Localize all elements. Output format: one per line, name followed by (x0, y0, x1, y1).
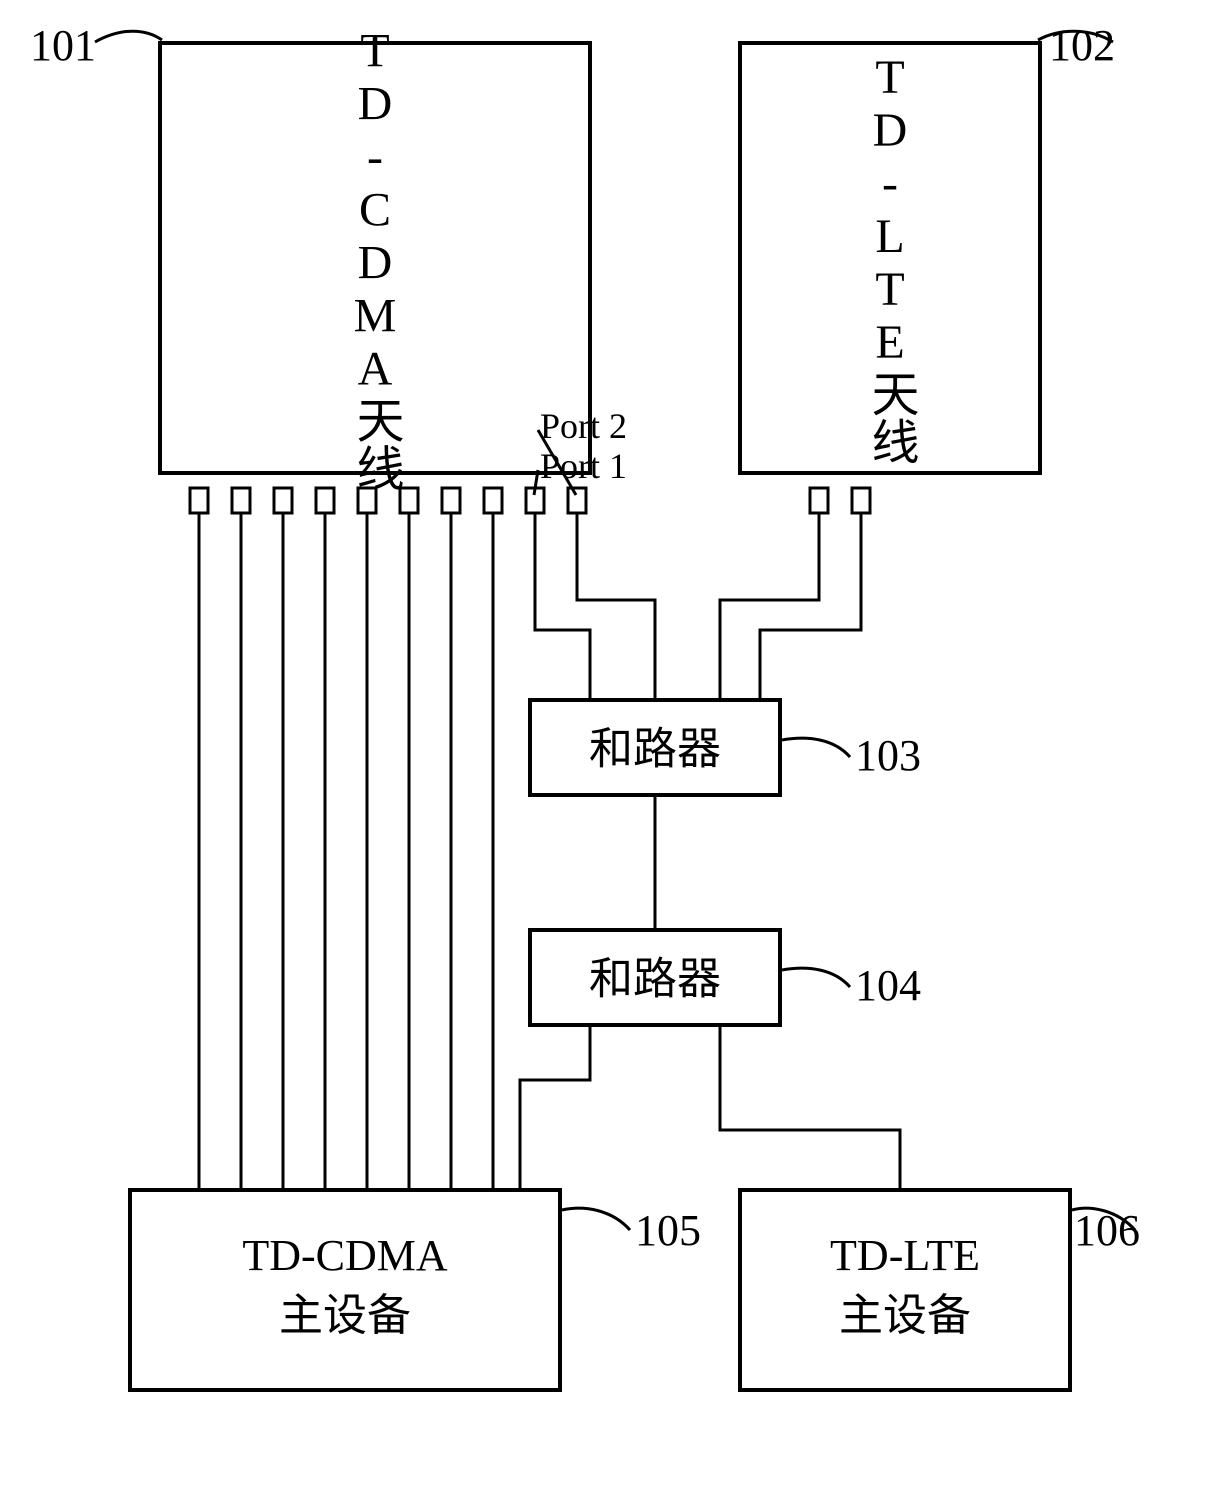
ref-102: 102 (1049, 21, 1115, 70)
main-cdma-label-0: TD-CDMA (242, 1231, 448, 1280)
antenna-cdma-port-10 (568, 488, 586, 513)
antenna-lte-label: TD-LTE天线 (864, 51, 918, 465)
ref-101: 101 (30, 21, 96, 70)
ref-105: 105 (635, 1206, 701, 1255)
antenna-cdma-port-8 (484, 488, 502, 513)
ref-103: 103 (855, 731, 921, 780)
antenna-cdma-port-6 (400, 488, 418, 513)
antenna-cdma-port-1 (190, 488, 208, 513)
main-cdma (130, 1190, 560, 1390)
port1-label: Port 1 (540, 446, 627, 486)
combiner-top-label: 和路器 (589, 725, 721, 774)
ref-106: 106 (1074, 1206, 1140, 1255)
main-lte-label-0: TD-LTE (830, 1231, 980, 1280)
antenna-cdma-label: TD-CDMA天线 (349, 25, 403, 492)
antenna-cdma-port-4 (316, 488, 334, 513)
main-lte-label-1: 主设备 (839, 1291, 971, 1340)
antenna-cdma-port-3 (274, 488, 292, 513)
ref-104: 104 (855, 961, 921, 1010)
antenna-cdma-port-2 (232, 488, 250, 513)
combiner-bottom-label: 和路器 (589, 955, 721, 1004)
main-cdma-label-1: 主设备 (279, 1291, 411, 1340)
antenna-lte-port-1 (810, 488, 828, 513)
antenna-lte-port-2 (852, 488, 870, 513)
main-lte (740, 1190, 1070, 1390)
antenna-cdma-port-5 (358, 488, 376, 513)
antenna-cdma-port-7 (442, 488, 460, 513)
port2-label: Port 2 (540, 406, 627, 446)
